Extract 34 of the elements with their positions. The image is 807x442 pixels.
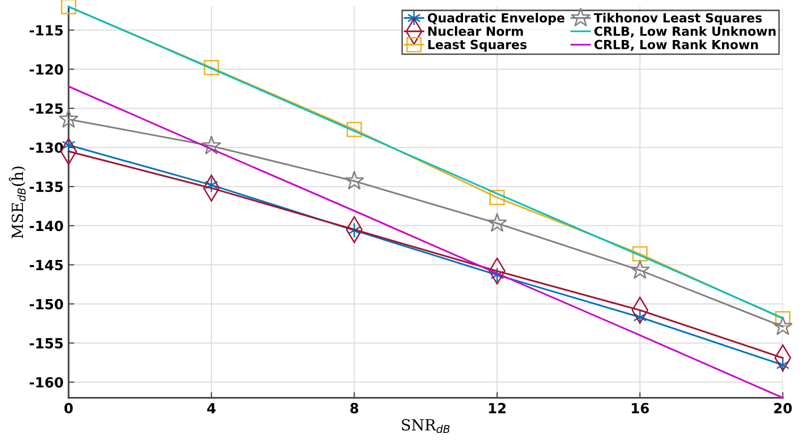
x-tick-label: 20 [774,402,792,414]
legend-label: CRLB, Low Rank Known [594,40,758,51]
legend-label: Quadratic Envelope [428,12,564,25]
point [346,122,362,138]
point [60,0,76,14]
x-tick-label: 8 [350,402,358,414]
y-tick-label: -120 [30,64,64,75]
x-tick-label: 4 [207,403,216,414]
y-tick-label: -135 [30,182,63,192]
point [489,190,505,206]
x-tick-label: 12 [489,402,506,414]
legend-label: CRLB, Low Rank Unknown [594,26,776,38]
point [772,316,793,336]
x-axis-title: SNR$_{dB}$ [402,419,450,434]
point [201,135,222,154]
point [632,246,648,262]
x-tick-label: 0 [64,402,73,414]
point [204,60,220,76]
y-tick-label: -150 [30,298,64,310]
point [487,212,508,232]
y-tick-label: -145 [30,260,63,270]
y-tick-label: -130 [30,142,64,153]
y-tick-label: -115 [30,25,63,36]
y-tick-label: -125 [30,103,63,114]
point [344,170,364,190]
legend-label: Tikhonov Least Squares [594,12,762,25]
y-tick-label: -155 [30,338,63,349]
x-tick-label: 16 [632,402,649,414]
y-tick-label: -160 [30,377,64,388]
point [630,260,650,279]
legend-label: Nuclear Norm [428,26,523,36]
y-tick-label: -140 [30,220,64,232]
y-axis-title: MSE$_{dB}$(ĥ) [8,166,26,238]
legend-label: Least Squares [428,40,527,52]
